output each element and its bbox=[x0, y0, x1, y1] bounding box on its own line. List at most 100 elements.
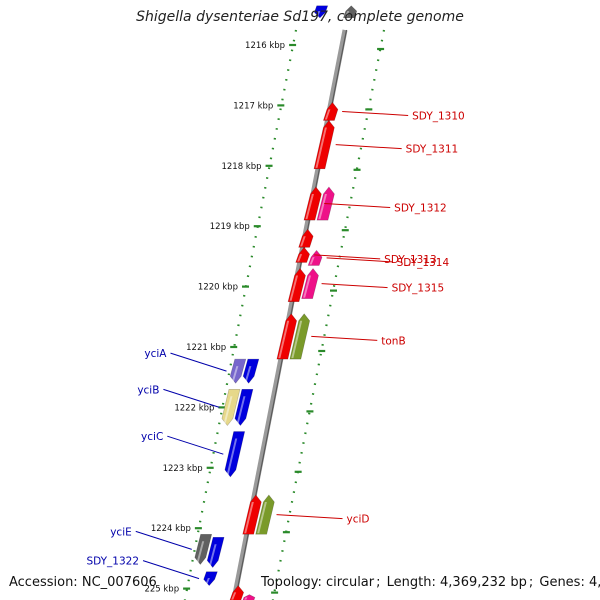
gene-feature[interactable] bbox=[342, 5, 358, 19]
gene-arrow[interactable] bbox=[276, 313, 298, 360]
gene-ycid[interactable] bbox=[255, 494, 275, 535]
gene-arrow-highlight bbox=[236, 396, 246, 425]
gene-tonb[interactable] bbox=[289, 313, 311, 360]
gene-arrow[interactable] bbox=[242, 494, 262, 535]
gene-arrow[interactable] bbox=[313, 120, 335, 170]
gene-arrow[interactable] bbox=[307, 249, 323, 266]
gene-label[interactable]: SDY_1315 bbox=[392, 283, 445, 295]
gene-feature[interactable] bbox=[242, 494, 262, 535]
gene-feature[interactable] bbox=[234, 388, 254, 427]
gene-sdy_1314[interactable] bbox=[307, 249, 323, 266]
gene-arrow-highlight bbox=[223, 396, 233, 425]
gene-label[interactable]: yciB bbox=[137, 384, 159, 396]
gene-arrow-highlight bbox=[344, 11, 350, 17]
gene-arrow[interactable] bbox=[322, 101, 339, 121]
gene-arrow-highlight bbox=[303, 275, 312, 298]
gene-sdy_1313[interactable] bbox=[295, 246, 310, 263]
gene-arrow-highlight bbox=[305, 193, 314, 220]
gene-sdy_1312[interactable] bbox=[303, 186, 322, 221]
gene-feature[interactable] bbox=[229, 585, 245, 600]
gene-arrow-highlight bbox=[231, 366, 239, 383]
gene-label[interactable]: yciD bbox=[347, 514, 370, 526]
gene-feature[interactable] bbox=[206, 536, 225, 568]
gene-feature[interactable] bbox=[287, 267, 306, 303]
gene-arrow-highlight bbox=[244, 597, 248, 600]
genome-summary: Topology: circular; Length: 4,369,232 bp… bbox=[261, 575, 600, 590]
gene-label-leader bbox=[276, 514, 343, 520]
gene-feature[interactable] bbox=[242, 594, 256, 600]
gene-arrow[interactable] bbox=[314, 5, 329, 19]
gene-arrow-highlight bbox=[226, 438, 238, 476]
gene-arrow-highlight bbox=[231, 592, 237, 600]
gene-ycie[interactable] bbox=[194, 533, 213, 565]
gene-arrow[interactable] bbox=[242, 594, 256, 600]
gene-label[interactable]: SDY_1313 bbox=[384, 254, 437, 266]
gene-track bbox=[194, 5, 358, 600]
gene-label-leader bbox=[321, 283, 388, 289]
gene-feature[interactable] bbox=[298, 228, 314, 248]
gene-label[interactable]: yciC bbox=[141, 431, 163, 443]
gene-feature[interactable] bbox=[276, 313, 298, 360]
kbp-tick-label: 1223 kbp bbox=[163, 464, 203, 474]
gene-arrow-highlight bbox=[244, 366, 252, 383]
gene-arrow[interactable] bbox=[242, 358, 260, 384]
gene-sdy_1311[interactable] bbox=[313, 120, 335, 170]
gene-arrow[interactable] bbox=[295, 246, 310, 263]
gene-arrow[interactable] bbox=[301, 267, 319, 299]
length-label: Length: bbox=[386, 575, 436, 590]
gene-arrow[interactable] bbox=[221, 388, 241, 427]
gene-arrow[interactable] bbox=[255, 494, 275, 535]
gene-arrow[interactable] bbox=[287, 267, 306, 303]
gene-sdy_1315[interactable] bbox=[301, 267, 319, 299]
gene-arrow-highlight bbox=[196, 541, 205, 564]
gene-labels: SDY_1310 SDY_1311 SDY_1312 SDY_1313SDY_1314… bbox=[86, 110, 465, 580]
gene-label[interactable]: yciE bbox=[110, 526, 132, 538]
topology-value: circular bbox=[325, 575, 375, 590]
gene-sdy_1322[interactable] bbox=[203, 571, 218, 587]
gene-label-leader bbox=[142, 560, 200, 580]
gene-sdy_1310[interactable] bbox=[322, 101, 339, 121]
gene-arrow-highlight bbox=[208, 544, 217, 567]
gene-label[interactable]: tonB bbox=[381, 335, 405, 347]
gene-arrow[interactable] bbox=[194, 533, 213, 565]
kbp-tick-label: 225 kbp bbox=[144, 585, 179, 595]
gene-ycib[interactable] bbox=[221, 388, 241, 427]
gene-label[interactable]: SDY_1322 bbox=[86, 556, 139, 568]
gene-label[interactable]: SDY_1314 bbox=[397, 257, 450, 269]
length-value: 4,369,232 bp bbox=[440, 575, 527, 590]
gene-label-leader bbox=[342, 110, 409, 116]
gene-arrow-highlight bbox=[300, 236, 306, 247]
gene-arrow[interactable] bbox=[234, 388, 254, 427]
gene-label-leader bbox=[326, 257, 393, 263]
gene-label[interactable]: SDY_1311 bbox=[406, 144, 459, 156]
gene-arrow-highlight bbox=[315, 127, 327, 168]
gene-arrow[interactable] bbox=[206, 536, 225, 568]
kbp-tick-label: 1219 kbp bbox=[210, 222, 250, 232]
gene-ycic[interactable] bbox=[224, 431, 246, 478]
gene-ycia[interactable] bbox=[229, 358, 247, 384]
gene-arrow[interactable] bbox=[303, 186, 322, 221]
gene-arrow[interactable] bbox=[229, 358, 247, 384]
kbp-tick-label: 1220 kbp bbox=[198, 283, 238, 293]
gene-feature[interactable] bbox=[314, 5, 329, 19]
ruler-dots-right bbox=[271, 29, 386, 600]
gene-arrow[interactable] bbox=[229, 585, 245, 600]
gene-arrow-highlight bbox=[289, 275, 299, 301]
accession-label: Accession: bbox=[9, 575, 78, 590]
gene-arrow[interactable] bbox=[342, 5, 358, 19]
gene-arrow[interactable] bbox=[203, 571, 218, 587]
gene-label[interactable]: yciA bbox=[144, 348, 167, 360]
gene-arrow-highlight bbox=[257, 501, 267, 534]
accession-info: Accession: NC_007606 bbox=[9, 575, 157, 590]
gene-label[interactable]: SDY_1312 bbox=[394, 203, 447, 215]
gene-arrow-highlight bbox=[291, 320, 303, 359]
gene-label-leader bbox=[163, 388, 220, 408]
gene-label[interactable]: SDY_1310 bbox=[412, 110, 465, 122]
gene-arrow-highlight bbox=[244, 501, 254, 534]
gene-arrow-highlight bbox=[318, 193, 327, 220]
gene-arrow[interactable] bbox=[224, 431, 246, 478]
gene-arrow[interactable] bbox=[298, 228, 314, 248]
gene-feature[interactable] bbox=[242, 358, 260, 384]
gene-arrow[interactable] bbox=[289, 313, 311, 360]
